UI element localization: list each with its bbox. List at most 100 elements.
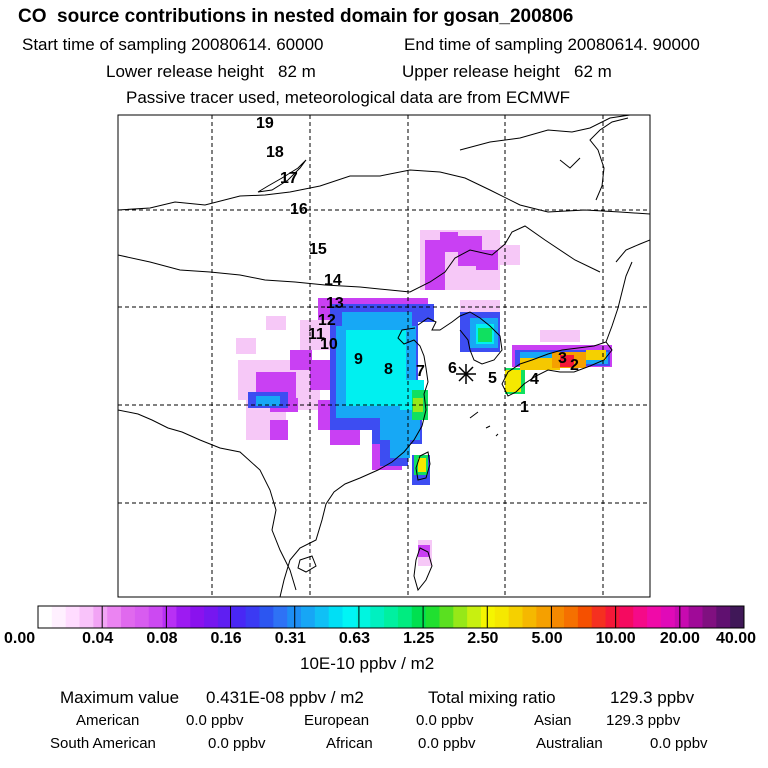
colorbar-cell	[93, 606, 108, 628]
plot-title: CO source contributions in nested domain…	[18, 6, 574, 27]
source-value: 0.0 ppbv	[650, 735, 708, 752]
colorbar-cell	[716, 606, 731, 628]
colorbar-cell	[647, 606, 662, 628]
colorbar-tick-label: 0.63	[338, 630, 371, 647]
trajectory-point-label: 6	[448, 360, 457, 377]
lat-lon-grid	[118, 115, 650, 597]
trajectory-point-label: 7	[416, 363, 425, 380]
colorbar-cell	[217, 606, 233, 628]
trajectory-point-label: 16	[290, 201, 308, 218]
trajectory-point-label: 18	[266, 144, 284, 161]
colorbar-cell	[121, 606, 136, 628]
colorbar-cell	[259, 606, 274, 628]
trajectory-point-label: 11	[308, 326, 325, 343]
colorbar-cell	[564, 606, 579, 628]
colorbar-cell	[107, 606, 122, 628]
colorbar-tick-label: 0.04	[82, 630, 114, 647]
colorbar-tick-label: 0.08	[146, 630, 178, 647]
colorbar-tick-label: 0.00	[4, 630, 36, 647]
source-value: 129.3 ppbv	[606, 712, 681, 729]
end-time-label: End time of sampling 20080614. 90000	[404, 35, 700, 54]
colorbar-cell	[204, 606, 219, 628]
asterisk-icon	[456, 364, 476, 384]
colorbar-cell	[301, 606, 316, 628]
lower-height-label: Lower release height 82 m	[106, 62, 316, 81]
trajectory-point-label: 8	[384, 361, 393, 378]
colorbar-cell	[384, 606, 399, 628]
colorbar-cell	[605, 606, 620, 628]
source-name: American	[76, 712, 140, 729]
total-mixing-label: Total mixing ratio	[428, 688, 556, 707]
colorbar-cell	[38, 606, 53, 628]
colorbar-cell	[453, 606, 468, 628]
colorbar-cell	[439, 606, 454, 628]
trajectory-point-label: 5	[488, 370, 497, 387]
start-time-label: Start time of sampling 20080614. 60000	[22, 35, 324, 54]
colorbar-cell	[522, 606, 537, 628]
colorbar-cell	[411, 606, 427, 628]
coastlines	[118, 115, 650, 597]
tracer-note: Passive tracer used, meteorological data…	[126, 88, 571, 107]
concentration-field	[236, 230, 612, 566]
source-name: South American	[50, 735, 156, 752]
trajectory-point-label: 17	[280, 170, 298, 187]
colorbar-cell	[688, 606, 703, 628]
colorbar-cell	[397, 606, 413, 628]
trajectory-point-label: 2	[570, 357, 579, 374]
trajectory-point-label: 19	[256, 115, 274, 132]
colorbar-cell	[79, 606, 94, 628]
source-name: Australian	[536, 735, 603, 752]
colorbar-tick-label: 40.00	[716, 630, 757, 647]
colorbar-cell	[508, 606, 524, 628]
trajectory-point-label: 14	[324, 272, 342, 289]
source-name: African	[326, 735, 373, 752]
trajectory-point-label: 1	[520, 399, 529, 416]
colorbar-cell	[619, 606, 634, 628]
colorbar-cell	[730, 606, 745, 628]
colorbar-cell	[231, 606, 247, 628]
map-frame	[117, 114, 651, 598]
colorbar-cell	[370, 606, 385, 628]
max-value-label: Maximum value	[60, 688, 180, 707]
source-name: Asian	[534, 712, 572, 729]
colorbar-cell	[674, 606, 690, 628]
colorbar-cell	[356, 606, 371, 628]
total-mixing-value: 129.3 ppbv	[610, 688, 695, 707]
colorbar-tick-label: 5.00	[531, 630, 563, 647]
source-value: 0.0 ppbv	[418, 735, 476, 752]
trajectory-point-label: 10	[320, 336, 338, 353]
trajectory-point-label: 9	[354, 351, 363, 368]
source-value: 0.0 ppbv	[416, 712, 474, 729]
source-value: 0.0 ppbv	[186, 712, 244, 729]
colorbar-cell	[702, 606, 717, 628]
colorbar-cell	[633, 606, 648, 628]
colorbar-tick-label: 20.00	[659, 630, 700, 647]
max-value: 0.431E-08 ppbv / m2	[206, 688, 364, 707]
colorbar-cell	[480, 606, 496, 628]
colorbar-cell	[328, 606, 344, 628]
colorbar-tick-label: 10.00	[595, 630, 636, 647]
colorbar-cell	[51, 606, 67, 628]
trajectory-point-label: 4	[530, 371, 539, 388]
colorbar-cell	[134, 606, 150, 628]
colorbar-unit: 10E-10 ppbv / m2	[300, 654, 435, 673]
colorbar-cell	[245, 606, 260, 628]
colorbar-cell	[550, 606, 565, 628]
trajectory-point-label: 15	[309, 241, 327, 258]
trajectory-point-label: 12	[318, 312, 336, 329]
colorbar-tick-label: 0.31	[274, 630, 306, 647]
source-value: 0.0 ppbv	[208, 735, 266, 752]
colorbar-cell	[577, 606, 593, 628]
colorbar-cell	[591, 606, 607, 628]
colorbar-cell	[494, 606, 510, 628]
trajectory-point-label: 3	[558, 350, 567, 367]
colorbar-cell	[162, 606, 177, 628]
colorbar-tick-label: 1.25	[403, 630, 435, 647]
colorbar-cell	[425, 606, 440, 628]
source-name: European	[304, 712, 370, 729]
trajectory-point-label: 13	[326, 295, 344, 312]
colorbar-cell	[148, 606, 164, 628]
colorbar-cell	[342, 606, 357, 628]
